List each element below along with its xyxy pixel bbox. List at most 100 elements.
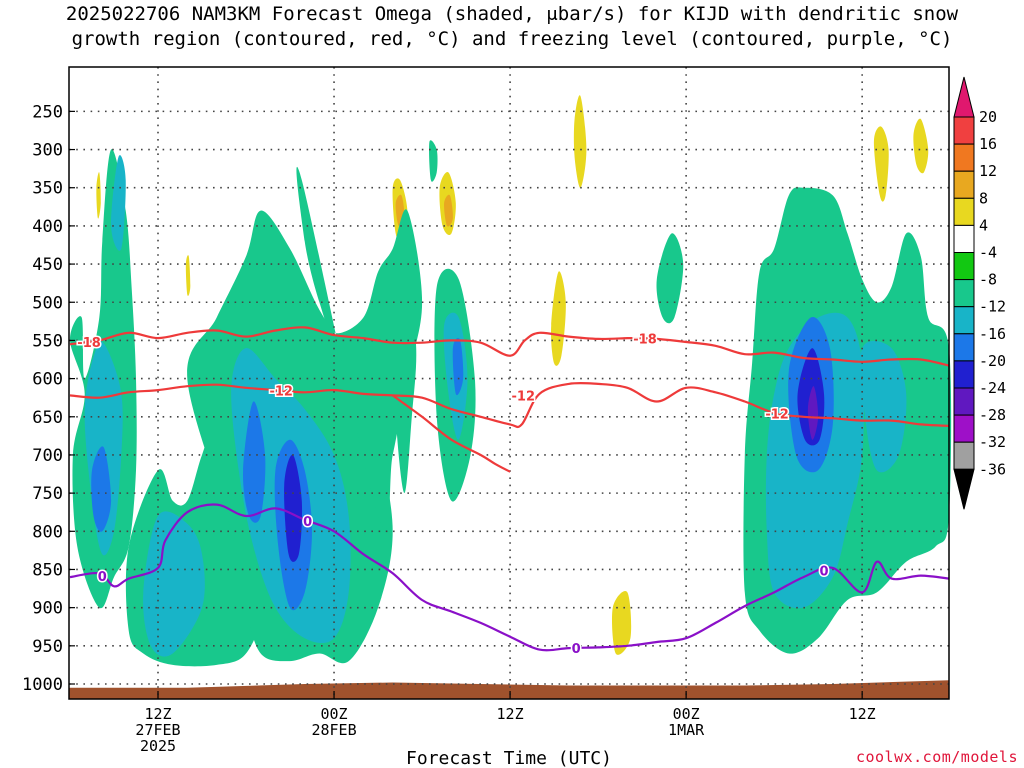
y-tick-label: 900 — [32, 599, 63, 619]
colorbar-swatch — [953, 441, 975, 470]
colorbar-label: 8 — [979, 189, 988, 207]
omega-region-neg16 — [452, 338, 464, 396]
x-tick-label: 2025 — [140, 737, 176, 755]
x-tick-label: 00Z — [320, 705, 347, 723]
credit-link[interactable]: coolwx.com/models — [855, 748, 1018, 766]
omega-region-pos4 — [96, 172, 101, 219]
colorbar-swatch — [953, 387, 975, 416]
colorbar-label: 20 — [979, 108, 997, 126]
colorbar-swatch — [953, 414, 975, 443]
colorbar-swatch — [953, 143, 975, 172]
contour-line — [69, 326, 950, 367]
contour-line — [69, 503, 950, 652]
omega-region-neg8 — [394, 260, 417, 494]
contour-label: 0 — [303, 515, 312, 530]
omega-region-pos4 — [185, 255, 191, 296]
omega-region-neg12 — [143, 511, 205, 657]
contour-label: 0 — [572, 642, 581, 657]
x-tick-label: 00Z — [673, 705, 700, 723]
colorbar: 20 16 12 8 4 -4 -8 -12 -16 -20 -24 -28 -32 -36 — [953, 76, 1006, 510]
y-tick-label: 1000 — [22, 675, 63, 695]
omega-region-neg16 — [243, 401, 266, 523]
colorbar-label: -16 — [979, 325, 1006, 343]
y-tick-label: 350 — [32, 179, 63, 199]
contour-label: 0 — [98, 570, 107, 585]
pressure-axis: 250 300 350 400 450 500 550 600 650 700 750 800 850 9… — [22, 102, 75, 695]
omega-region-neg16 — [91, 446, 112, 532]
x-tick-label: 1MAR — [668, 721, 705, 739]
x-tick-label: 27FEB — [135, 721, 180, 739]
omega-region-neg8 — [429, 140, 438, 182]
y-tick-label: 850 — [32, 560, 63, 580]
omega-region-pos4 — [573, 95, 587, 188]
colorbar-swatch — [953, 116, 975, 145]
y-tick-label: 400 — [32, 217, 63, 237]
contour-line — [392, 394, 511, 473]
y-tick-label: 700 — [32, 446, 63, 466]
contour-label: 0 — [819, 565, 828, 580]
plot-frame — [68, 66, 950, 700]
title-line-2: growth region (contoured, red, °C) and f… — [71, 28, 953, 50]
colorbar-label: -12 — [979, 298, 1006, 316]
colorbar-label: 12 — [979, 162, 997, 180]
y-tick-label: 300 — [32, 141, 63, 161]
omega-region-neg8 — [296, 166, 423, 530]
colorbar-label: -36 — [979, 460, 1006, 478]
contour-line — [69, 381, 950, 429]
ground-layer — [69, 680, 949, 699]
omega-region-pos8 — [444, 194, 453, 227]
colorbar-label: -8 — [979, 271, 997, 289]
grid-layer — [69, 67, 949, 699]
y-tick-label: 500 — [32, 293, 63, 313]
omega-region-neg12 — [860, 340, 907, 473]
omega-region-neg8 — [656, 233, 684, 324]
colorbar-swatch — [953, 279, 975, 308]
y-tick-label: 650 — [32, 408, 63, 428]
y-tick-label: 250 — [32, 102, 63, 122]
x-tick-label: 28FEB — [311, 721, 356, 739]
title-line-1: 2025022706 NAM3KM Forecast Omega (shaded… — [65, 3, 959, 25]
omega-region-pos4 — [873, 126, 889, 202]
colorbar-swatch — [953, 197, 975, 226]
contour-label: -12 — [765, 407, 789, 422]
x-axis-label: Forecast Time (UTC) — [406, 748, 612, 768]
contour-label: -12 — [269, 385, 293, 400]
colorbar-label: 16 — [979, 135, 997, 153]
y-tick-label: 550 — [32, 331, 63, 351]
omega-region-neg20 — [284, 454, 303, 562]
colorbar-label: -20 — [979, 352, 1006, 370]
y-tick-label: 450 — [32, 255, 63, 275]
omega-shading-layer — [69, 95, 952, 667]
x-tick-label: 12Z — [849, 705, 876, 723]
colorbar-swatch — [953, 360, 975, 389]
colorbar-swatch — [953, 306, 975, 335]
colorbar-label: -24 — [979, 379, 1006, 397]
chart-title: 2025022706 NAM3KM Forecast Omega (shaded… — [0, 2, 1024, 52]
contour-label: -12 — [512, 389, 536, 404]
colorbar-label: 4 — [979, 216, 988, 234]
colorbar-top-arrow — [953, 76, 975, 118]
colorbar-bottom-arrow — [953, 468, 975, 510]
y-tick-label: 950 — [32, 637, 63, 657]
colorbar-label: -28 — [979, 406, 1006, 424]
contour-label: -18 — [77, 336, 101, 351]
omega-region-pos4 — [913, 118, 929, 174]
y-tick-label: 600 — [32, 370, 63, 390]
x-tick-label: 12Z — [497, 705, 524, 723]
omega-region-neg24 — [807, 386, 819, 440]
contour-label: -18 — [633, 332, 657, 347]
colorbar-swatch — [953, 252, 975, 281]
omega-region-pos4 — [551, 271, 566, 366]
y-tick-label: 750 — [32, 484, 63, 504]
colorbar-swatch — [953, 333, 975, 362]
colorbar-swatch — [953, 224, 975, 253]
y-tick-label: 800 — [32, 522, 63, 542]
colorbar-label: -32 — [979, 433, 1006, 451]
colorbar-label: -4 — [979, 244, 997, 262]
terrain-fill — [69, 680, 949, 699]
contour-layer: -18 -18 -12 -12 -12 0 0 0 0 — [69, 326, 950, 658]
omega-region-neg12 — [111, 155, 126, 251]
colorbar-swatch — [953, 170, 975, 199]
